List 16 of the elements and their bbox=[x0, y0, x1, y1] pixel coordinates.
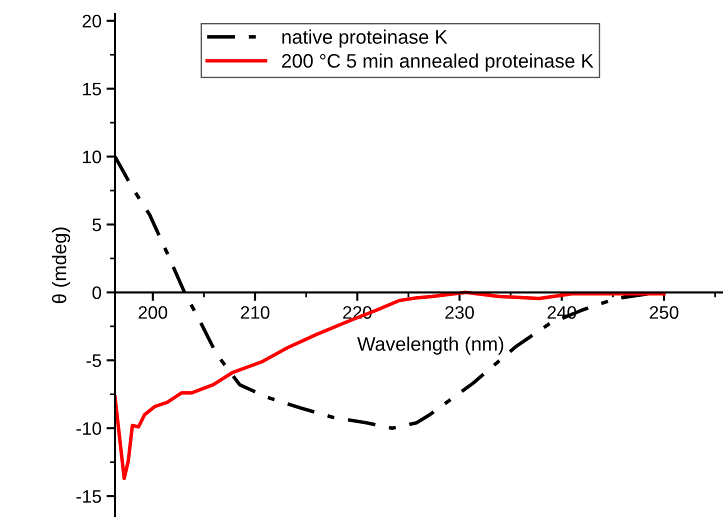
y-tick-label: 5 bbox=[92, 218, 102, 232]
y-tick-label: 10 bbox=[83, 150, 102, 164]
y-tick-label: -15 bbox=[76, 490, 102, 503]
y-tick-label: 0 bbox=[92, 286, 102, 300]
x-tick-label: 210 bbox=[240, 306, 270, 319]
legend-label: 200 °C 5 min annealed proteinase K bbox=[282, 54, 594, 72]
x-axis-title: Wavelength (nm) bbox=[357, 336, 504, 355]
y-tick-label: 20 bbox=[82, 14, 102, 28]
x-tick-label: 230 bbox=[445, 306, 474, 319]
y-axis-title: θ (mdeg) bbox=[52, 228, 70, 304]
y-tick-label: -10 bbox=[76, 422, 102, 435]
y-tick-label: 15 bbox=[83, 82, 102, 96]
x-tick-label: 250 bbox=[650, 306, 678, 319]
y-tick-label: -5 bbox=[86, 354, 102, 368]
x-tick-label: 200 bbox=[138, 306, 168, 319]
legend-label: native proteinase K bbox=[282, 30, 448, 48]
